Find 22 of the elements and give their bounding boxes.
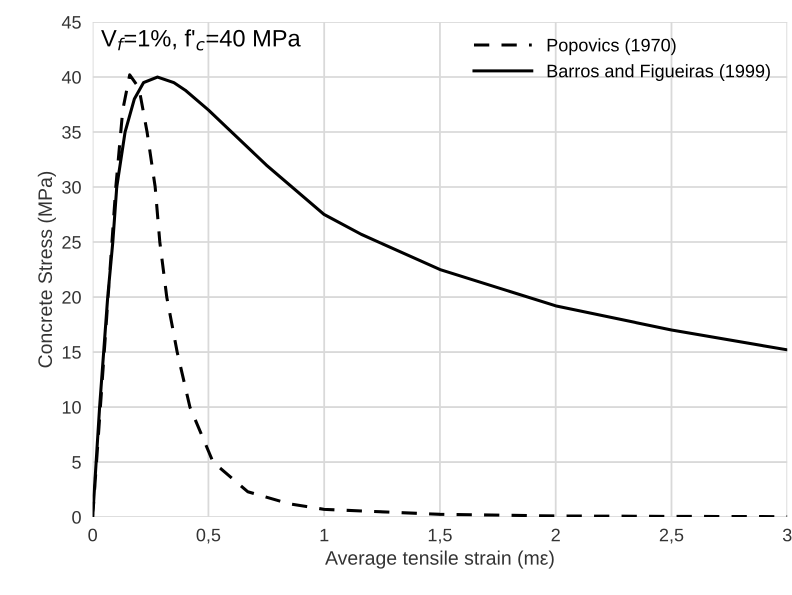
y-tick-label: 10 xyxy=(62,400,81,414)
y-tick-label: 30 xyxy=(62,180,81,194)
x-tick-label: 1,5 xyxy=(428,528,452,544)
x-tick-label: 1 xyxy=(320,528,328,542)
y-tick-label: 45 xyxy=(62,16,81,29)
x-tick-label: 0,5 xyxy=(196,528,220,544)
x-tick-label: 2 xyxy=(552,528,560,542)
y-tick-label: 20 xyxy=(62,290,81,304)
y-tick-label: 5 xyxy=(72,456,81,469)
y-tick-label: 25 xyxy=(62,236,81,249)
legend-label: Popovics (1970) xyxy=(548,38,676,56)
y-tick-label: 40 xyxy=(62,70,81,84)
annotation: V$_{f}$=1%, f'$_{c}$=40 MPa xyxy=(101,29,301,51)
x-tick-label: 2,5 xyxy=(660,528,684,544)
y-tick-label: 0 xyxy=(72,510,81,524)
y-tick-label: 35 xyxy=(62,126,81,139)
legend-label: Barros and Figueiras (1999) xyxy=(548,64,770,81)
x-axis-title: Average tensile strain (mε) xyxy=(325,550,554,569)
x-tick-label: 3 xyxy=(782,528,792,542)
x-tick-label: 0 xyxy=(88,528,97,542)
y-tick-label: 15 xyxy=(62,346,81,359)
y-axis-title: Concrete Stress (MPa) xyxy=(38,172,56,368)
